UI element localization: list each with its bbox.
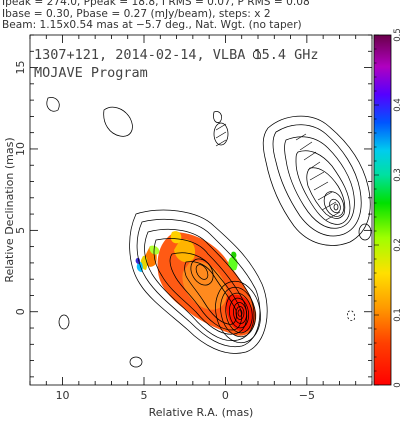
contour-jet-outer-1 (129, 209, 268, 354)
contour-core-7 (237, 309, 243, 317)
colorbar-tick-label: 0.3 (393, 168, 403, 182)
colorbar-tick-label: 0.1 (393, 308, 403, 322)
x-tick-label: 5 (141, 389, 148, 402)
x-tick-label: 10 (56, 389, 70, 402)
colorbar-tick-label: 0.2 (393, 238, 403, 252)
contour-islet-4 (213, 122, 229, 146)
colorbar-tick-label: 0 (393, 382, 403, 387)
contour-core-1 (215, 280, 261, 344)
colorbar-tick-label: 0.4 (393, 98, 403, 112)
colorbar-ticks: 0 0.1 0.2 0.3 0.4 0.5 (374, 28, 403, 388)
y-tick-label: 0 (14, 308, 27, 315)
contour-islet-1 (46, 97, 60, 112)
x-tick-label: 0 (222, 389, 229, 402)
contour-jet-6 (184, 261, 237, 325)
contour-jet-4 (153, 238, 248, 335)
contour-islet-7 (58, 314, 70, 330)
contour-islet-8 (129, 356, 143, 368)
pol-patch-yellow (174, 239, 196, 263)
y-tick-label: 15 (14, 61, 27, 75)
contour-north-8 (333, 203, 339, 211)
contour-north-5 (306, 167, 346, 219)
axis-ticks (29, 34, 373, 385)
plot-frame (29, 34, 373, 386)
contour-islet-3 (213, 111, 222, 123)
header-line-peak: Ipeak = 274.0, Ppeak = 18.8, I RMS = 0.0… (2, 0, 310, 8)
y-tick-label: 10 (14, 142, 27, 156)
header-line-base: Ibase = 0.30, Pbase = 0.27 (mJy/beam), s… (2, 7, 271, 20)
contour-islet-9 (253, 50, 261, 60)
axis-tick-labels: 10 5 0 −5 0 5 10 15 (14, 61, 315, 402)
evpa-sticks (215, 123, 341, 221)
image-header: Ipeak = 274.0, Ppeak = 18.8, I RMS = 0.0… (2, 0, 407, 32)
total-intensity-contours (46, 50, 372, 368)
contour-north-outer-1 (262, 115, 371, 246)
contour-jet-5 (169, 252, 242, 331)
pol-patch-left-green (149, 245, 160, 255)
contour-core-5 (233, 302, 247, 324)
y-tick-label: 5 (14, 227, 27, 234)
x-axis-title: Relative R.A. (mas) (149, 406, 254, 419)
contour-jet-3 (144, 228, 255, 342)
contour-north-7 (329, 198, 341, 214)
header-line-beam: Beam: 1.15x0.54 mas at −5.7 deg., Nat. W… (2, 19, 302, 31)
contour-islet-2 (103, 106, 133, 137)
contour-knot-1 (190, 258, 214, 286)
contour-core-6 (235, 306, 245, 320)
contour-negative-1 (347, 310, 355, 321)
y-axis-title: Relative Declination (mas) (3, 137, 16, 282)
pol-patch-top-yellow (170, 231, 182, 244)
contour-core-3 (225, 292, 253, 334)
contour-north-3 (284, 136, 355, 229)
colorbar-tick-label: 0.5 (393, 28, 403, 42)
contour-core-4 (228, 297, 250, 329)
contour-knot-2 (195, 264, 209, 280)
contour-core-2 (220, 286, 256, 338)
image-title: 1307+121, 2014-02-14, VLBA 15.4 GHz (34, 47, 318, 63)
x-tick-label: −5 (299, 389, 315, 402)
contour-north-4 (295, 150, 351, 225)
contour-north-2 (272, 124, 362, 237)
contour-jet-outer-2 (136, 218, 261, 348)
image-subtitle: MOJAVE Program (34, 65, 148, 81)
contour-islet-6 (358, 223, 372, 241)
colorbar (373, 34, 392, 386)
